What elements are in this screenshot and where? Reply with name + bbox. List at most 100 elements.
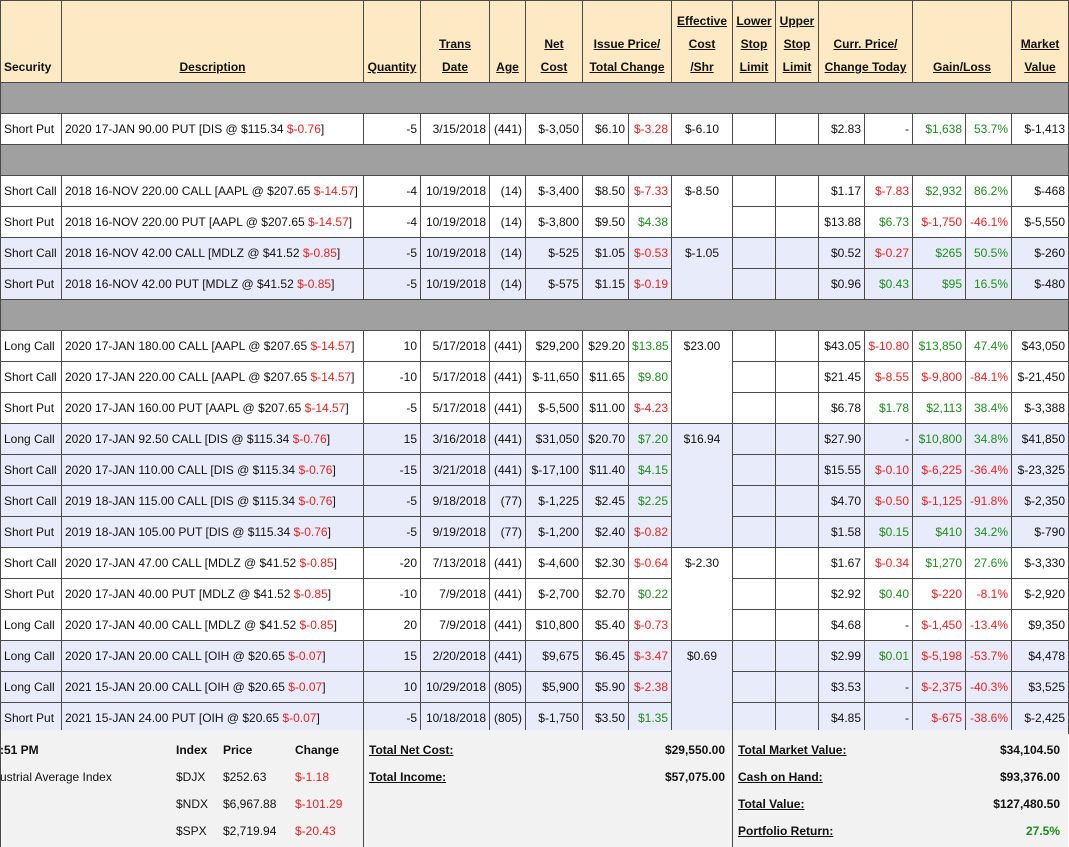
lower-stop-limit — [732, 671, 776, 703]
issue-price: $29.20 — [582, 330, 629, 362]
underlying-change: $-0.85 — [297, 277, 332, 291]
total-change: $-0.82 — [628, 516, 672, 548]
header-line: Quantity — [367, 60, 417, 74]
bracket: ] — [331, 277, 335, 291]
quantity: -5 — [363, 113, 421, 145]
security: Short Call — [0, 361, 62, 393]
description: 2018 16-NOV 42.00 CALL [MDLZ @ $41.52 $-… — [61, 237, 364, 269]
total-value: $57,075.00 — [664, 770, 725, 784]
column-header: Market Value — [1011, 0, 1069, 83]
total-change: $-2.38 — [628, 671, 672, 703]
bracket: ] — [320, 122, 325, 136]
separator-row — [0, 144, 1069, 176]
gain-loss-pct: 34.2% — [965, 516, 1013, 548]
index-change: $-20.43 — [295, 824, 336, 838]
curr-price: $15.55 — [818, 454, 865, 486]
total-label: Total Income: — [369, 770, 447, 784]
quantity: -10 — [363, 361, 421, 393]
curr-price: $4.68 — [818, 609, 865, 641]
trans-date: 10/19/2018 — [420, 268, 490, 300]
underlying-change: $-14.57 — [310, 339, 352, 353]
net-cost: $-575 — [525, 268, 583, 300]
underlying-change: $-14.57 — [304, 401, 346, 415]
header-line: Market — [1020, 37, 1060, 51]
market-value: $-468 — [1011, 175, 1069, 207]
total-change: $4.15 — [628, 454, 672, 486]
column-header: Upper Stop Limit — [775, 0, 819, 83]
trans-date: 7/13/2018 — [420, 547, 490, 579]
total-change: $9.80 — [628, 361, 672, 393]
time: :51 PM — [0, 743, 39, 757]
issue-price: $6.10 — [582, 113, 629, 145]
effective-cost: $-8.50 — [671, 175, 733, 238]
total-change: $-3.28 — [628, 113, 672, 145]
quantity: -5 — [363, 237, 421, 269]
header-line: Total Change — [589, 60, 665, 74]
security: Short Put — [0, 113, 62, 145]
age: (14) — [489, 175, 526, 207]
lower-stop-limit — [732, 206, 776, 238]
upper-stop-limit — [775, 113, 819, 145]
security: Long Call — [0, 330, 62, 362]
total-change: $4.38 — [628, 206, 672, 238]
change-today: $-0.27 — [863, 237, 914, 269]
bracket: ] — [333, 618, 337, 632]
gain-loss: $-6,225 — [912, 454, 967, 486]
position-row: Short Call 2018 16-NOV 220.00 CALL [AAPL … — [0, 175, 1069, 238]
bracket: ] — [316, 711, 320, 725]
change-today: $-0.50 — [863, 485, 914, 517]
net-cost: $5,900 — [525, 671, 583, 703]
index-header: Price — [223, 743, 253, 757]
description: 2018 16-NOV 42.00 PUT [MDLZ @ $41.52 $-0… — [61, 268, 364, 300]
contract: 2020 17-JAN 160.00 PUT [AAPL @ $207.65 — [65, 401, 305, 415]
trans-date: 2/20/2018 — [420, 640, 490, 672]
change-today: - — [863, 423, 914, 455]
issue-price: $2.40 — [582, 516, 629, 548]
contract: 2021 15-JAN 24.00 PUT [OIH @ $20.65 — [65, 711, 283, 725]
contract: 2020 17-JAN 40.00 CALL [MDLZ @ $41.52 — [65, 618, 300, 632]
market-value: $3,525 — [1011, 671, 1069, 703]
header-line: Effective — [676, 14, 728, 28]
net-cost: $-17,100 — [525, 454, 583, 486]
contract: 2020 17-JAN 180.00 CALL [AAPL @ $207.65 — [65, 339, 311, 353]
market-value: $-790 — [1011, 516, 1069, 548]
security: Short Call — [0, 485, 62, 517]
underlying-change: $-0.76 — [292, 432, 327, 446]
total-change: $-0.73 — [628, 609, 672, 641]
contract: 2018 16-NOV 42.00 CALL [MDLZ @ $41.52 — [65, 246, 303, 260]
underlying-change: $-14.57 — [313, 184, 355, 198]
position-row: Short Put 2018 16-NOV 42.00 PUT [MDLZ @ $… — [0, 268, 1069, 300]
market-value: $-5,550 — [1011, 206, 1069, 238]
column-header: Age — [489, 0, 526, 83]
description: 2020 17-JAN 40.00 PUT [MDLZ @ $41.52 $-0… — [61, 578, 364, 610]
lower-stop-limit — [732, 578, 776, 610]
contract: 2018 16-NOV 42.00 PUT [MDLZ @ $41.52 — [65, 277, 298, 291]
description: 2020 17-JAN 90.00 PUT [DIS @ $115.34 $-0… — [61, 113, 364, 145]
separator-row — [0, 299, 1069, 331]
header-line: Limit — [782, 60, 812, 74]
curr-price: $27.90 — [818, 423, 865, 455]
contract: 2020 17-JAN 20.00 CALL [OIH @ $20.65 — [65, 649, 289, 663]
quantity: 15 — [363, 423, 421, 455]
curr-price: $0.52 — [818, 237, 865, 269]
position-row: Long Call 2020 17-JAN 180.00 CALL [AAPL @… — [0, 330, 1069, 424]
change-today: $-7.83 — [863, 175, 914, 207]
age: (441) — [489, 640, 526, 672]
net-cost: $-3,800 — [525, 206, 583, 238]
issue-price: $1.05 — [582, 237, 629, 269]
description: 2020 17-JAN 220.00 CALL [AAPL @ $207.65 … — [61, 361, 364, 393]
trans-date: 10/19/2018 — [420, 206, 490, 238]
column-header: Quantity — [363, 0, 421, 83]
curr-price: $4.85 — [818, 702, 865, 734]
quantity: 10 — [363, 330, 421, 362]
gain-loss-pct: -53.7% — [965, 640, 1013, 672]
effective-cost: $-1.05 — [671, 237, 733, 300]
trans-date: 5/17/2018 — [420, 392, 490, 424]
total-value: $93,376.00 — [999, 770, 1060, 784]
lower-stop-limit — [732, 454, 776, 486]
bracket: ] — [336, 246, 341, 260]
security: Short Call — [0, 237, 62, 269]
change-today: $0.43 — [863, 268, 914, 300]
curr-price: $43.05 — [818, 330, 865, 362]
market-value: $-480 — [1011, 268, 1069, 300]
